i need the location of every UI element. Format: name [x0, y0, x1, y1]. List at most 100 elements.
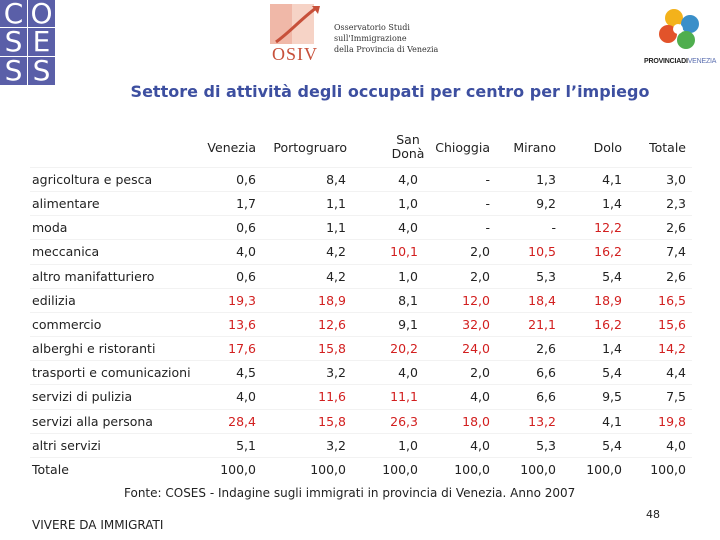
table-cell: 12,0 — [462, 293, 490, 308]
coses-letter: O — [28, 0, 56, 28]
table-cell: - — [485, 172, 490, 187]
table-cell: 4,0 — [470, 389, 490, 404]
table-cell: 19,3 — [228, 293, 256, 308]
table-cell: 5,1 — [236, 438, 256, 453]
table-cell: 5,3 — [536, 269, 556, 284]
table-cell: 5,4 — [602, 269, 622, 284]
table-cell: 18,9 — [594, 293, 622, 308]
table-cell: 32,0 — [462, 317, 490, 332]
row-label: meccanica — [32, 244, 100, 259]
row-label: Totale — [32, 462, 69, 477]
table-cell: 4,4 — [666, 365, 686, 380]
table-cell: 2,0 — [470, 365, 490, 380]
table-cell: 6,6 — [536, 365, 556, 380]
row-divider — [30, 433, 692, 434]
table-cell: 4,1 — [602, 414, 622, 429]
table-cell: 0,6 — [236, 172, 256, 187]
table-cell: 1,4 — [602, 341, 622, 356]
table-cell: - — [485, 220, 490, 235]
footer-label: VIVERE DA IMMIGRATI — [32, 518, 164, 532]
table-cell: 1,7 — [236, 196, 256, 211]
table-cell: 26,3 — [390, 414, 418, 429]
osiv-emblem-icon — [270, 4, 320, 44]
table-cell: 5,4 — [602, 365, 622, 380]
row-label: alberghi e ristoranti — [32, 341, 156, 356]
column-header: Chioggia — [435, 140, 490, 155]
table-cell: 17,6 — [228, 341, 256, 356]
table-cell: 10,5 — [528, 244, 556, 259]
row-label: moda — [32, 220, 68, 235]
table-cell: 100,0 — [454, 462, 490, 477]
row-label: edilizia — [32, 293, 76, 308]
row-divider — [30, 336, 692, 337]
table-cell: - — [551, 220, 556, 235]
coses-letter: S — [0, 28, 28, 57]
table-cell: 1,3 — [536, 172, 556, 187]
table-cell: 4,2 — [326, 244, 346, 259]
row-label: trasporti e comunicazioni — [32, 365, 191, 380]
row-label: agricoltura e pesca — [32, 172, 153, 187]
table-cell: 7,5 — [666, 389, 686, 404]
table-cell: 100,0 — [586, 462, 622, 477]
row-divider — [30, 409, 692, 410]
table-cell: 3,2 — [326, 438, 346, 453]
row-label: altri servizi — [32, 438, 101, 453]
table-cell: 1,1 — [326, 196, 346, 211]
coses-letter: S — [0, 57, 28, 86]
column-header: Totale — [649, 140, 686, 155]
table-cell: 9,2 — [536, 196, 556, 211]
table-cell: 6,6 — [536, 389, 556, 404]
table-cell: 2,0 — [470, 269, 490, 284]
table-cell: 100,0 — [310, 462, 346, 477]
table-cell: 2,6 — [666, 269, 686, 284]
table-cell: 4,0 — [398, 220, 418, 235]
osiv-caption-line: Osservatorio Studi — [334, 23, 410, 32]
osiv-caption: Osservatorio Studi sull'Immigrazione del… — [334, 22, 438, 55]
provincia-name-light: VENEZIA — [687, 58, 717, 65]
table-cell: 0,6 — [236, 269, 256, 284]
provincia-name: PROVINCIADIVENEZIA — [644, 58, 716, 65]
table-cell: 100,0 — [220, 462, 256, 477]
table-cell: 1,0 — [398, 196, 418, 211]
table-cell: 18,9 — [318, 293, 346, 308]
coses-logo: C O S E S S — [0, 0, 56, 86]
osiv-caption-line: della Provincia di Venezia — [334, 45, 439, 54]
table-cell: 100,0 — [650, 462, 686, 477]
column-header: San Donà — [391, 132, 425, 161]
table-cell: 18,4 — [528, 293, 556, 308]
coses-letter: C — [0, 0, 28, 28]
table-cell: 3,0 — [666, 172, 686, 187]
osiv-logo: OSIV Osservatorio Studi sull'Immigrazion… — [266, 2, 442, 68]
table-cell: 2,6 — [536, 341, 556, 356]
row-label: altro manifatturiero — [32, 269, 155, 284]
table-cell: 2,3 — [666, 196, 686, 211]
table-cell: - — [485, 196, 490, 211]
column-header: Mirano — [513, 140, 556, 155]
column-header: Dolo — [593, 140, 622, 155]
table-cell: 9,1 — [398, 317, 418, 332]
row-label: alimentare — [32, 196, 100, 211]
row-label: servizi alla persona — [32, 414, 153, 429]
table-cell: 100,0 — [382, 462, 418, 477]
table-cell: 10,1 — [390, 244, 418, 259]
table-cell: 4,0 — [398, 172, 418, 187]
table-cell: 12,6 — [318, 317, 346, 332]
osiv-wordmark: OSIV — [272, 44, 319, 64]
table-cell: 4,1 — [602, 172, 622, 187]
page-number: 48 — [646, 508, 660, 521]
table-cell: 21,1 — [528, 317, 556, 332]
table-cell: 4,0 — [236, 389, 256, 404]
table-cell: 8,4 — [326, 172, 346, 187]
table-cell: 12,2 — [594, 220, 622, 235]
table-cell: 4,0 — [470, 438, 490, 453]
table-cell: 7,4 — [666, 244, 686, 259]
table-cell: 11,6 — [318, 389, 346, 404]
table-cell: 1,4 — [602, 196, 622, 211]
table-cell: 16,5 — [658, 293, 686, 308]
row-divider — [30, 239, 692, 240]
table-cell: 28,4 — [228, 414, 256, 429]
row-divider — [30, 288, 692, 289]
table-cell: 5,3 — [536, 438, 556, 453]
table-cell: 3,2 — [326, 365, 346, 380]
table-cell: 11,1 — [390, 389, 418, 404]
